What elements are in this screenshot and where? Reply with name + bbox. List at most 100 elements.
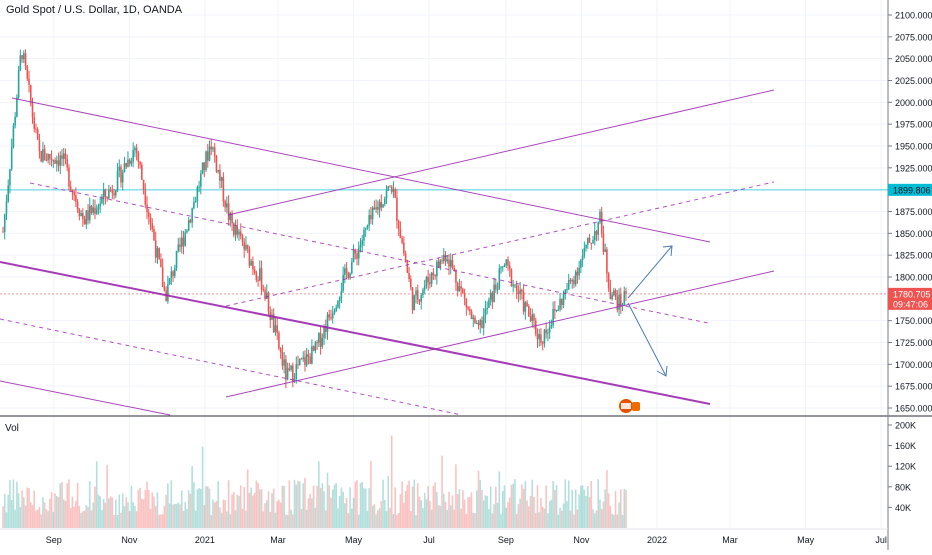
last-price-badge (888, 287, 932, 310)
candle-body (448, 259, 450, 267)
candle-body (239, 231, 242, 236)
candle-body (321, 338, 324, 347)
candle-body (156, 248, 159, 258)
volume-bar (583, 489, 586, 528)
channel-line-upper[interactable] (11, 97, 711, 243)
volume-bar (102, 498, 105, 528)
event-icon[interactable] (619, 399, 640, 413)
candle-body (99, 203, 101, 207)
candle-body (279, 348, 282, 353)
volume-bar (272, 488, 275, 528)
candle-body (359, 245, 362, 248)
volume-bar (156, 492, 159, 528)
volume-bar (581, 485, 584, 528)
candle-body (302, 357, 305, 359)
candle-body (415, 290, 417, 296)
volume-bar (82, 511, 84, 528)
candle-body (429, 282, 431, 285)
y-tick-label: 1675.000 (895, 382, 932, 392)
volume-bar (475, 490, 478, 528)
rising-line-lower[interactable] (225, 270, 775, 398)
candle-body (430, 272, 433, 285)
volume-bar (184, 502, 187, 528)
candle-body (460, 286, 462, 289)
candle-body (215, 155, 218, 172)
candle-body (170, 271, 173, 279)
candle-body (479, 320, 482, 326)
volume-bar (64, 501, 67, 528)
volume-bar (368, 488, 370, 528)
candle-body (623, 291, 626, 305)
volume-bar (465, 514, 468, 528)
candle-body (514, 284, 516, 286)
candle-body (453, 267, 455, 271)
candle-body (337, 301, 339, 308)
channel-line-lower[interactable] (0, 261, 711, 405)
candle-body (163, 287, 166, 291)
candle-body (23, 53, 25, 60)
forecast-arrow-down[interactable] (627, 302, 667, 377)
candle-body (489, 292, 492, 300)
volume-bar (73, 506, 75, 528)
volume-bar (472, 512, 475, 528)
candle-body (319, 332, 322, 347)
volume-bar (213, 502, 216, 528)
rising-line-upper[interactable] (227, 89, 775, 216)
volume-bar (467, 497, 469, 528)
x-tick-label: Jul (423, 535, 435, 545)
forecast-arrow-up[interactable] (627, 245, 673, 299)
channel-outer-lower[interactable] (0, 380, 171, 416)
volume-bar (541, 506, 544, 528)
volume-bar (300, 508, 303, 528)
candle-body (324, 326, 327, 332)
volume-bar (24, 505, 27, 528)
candle-body (456, 282, 459, 292)
volume-bar (146, 481, 148, 528)
candle-body (28, 78, 30, 85)
volume-bar (439, 505, 442, 528)
volume-bar (271, 493, 273, 528)
candle-body (17, 70, 20, 98)
volume-bar (552, 480, 554, 528)
volume-bar (278, 499, 280, 528)
candle-body (455, 270, 457, 283)
candle-body (252, 261, 254, 270)
channel-mid-dashed[interactable] (29, 182, 709, 324)
volume-bar (118, 494, 121, 528)
candle-body (446, 259, 449, 262)
channel-outer-dashed[interactable] (0, 318, 463, 416)
candle-body (161, 267, 164, 288)
volume-bar (253, 492, 256, 528)
candle-body (344, 268, 346, 276)
candle-body (182, 237, 185, 246)
candle-body (389, 186, 391, 188)
volume-bar (142, 499, 145, 528)
volume-bar (283, 486, 285, 528)
volume-bar (616, 514, 619, 528)
candle-body (253, 269, 256, 273)
candle-body (528, 306, 530, 317)
candle-body (621, 304, 624, 306)
volume-bar (83, 510, 86, 528)
candle-body (113, 193, 115, 196)
rising-line-mid-dashed[interactable] (225, 181, 775, 307)
candle-body (10, 146, 13, 170)
volume-bar (311, 498, 313, 528)
candle-body (507, 259, 509, 266)
price-badge-label: 1899.806 (893, 185, 931, 195)
volume-bar (436, 491, 438, 528)
volume-bar (101, 510, 103, 528)
candle-body (118, 166, 121, 171)
volume-bar (170, 480, 173, 528)
volume-bar (519, 498, 521, 528)
volume-bar (135, 511, 138, 528)
volume-bar (607, 493, 610, 528)
volume-bar (206, 486, 209, 528)
volume-bar (364, 488, 367, 528)
candle-body (312, 346, 315, 351)
candle-body (444, 254, 447, 262)
volume-bar (484, 495, 487, 528)
candle-body (229, 213, 232, 221)
